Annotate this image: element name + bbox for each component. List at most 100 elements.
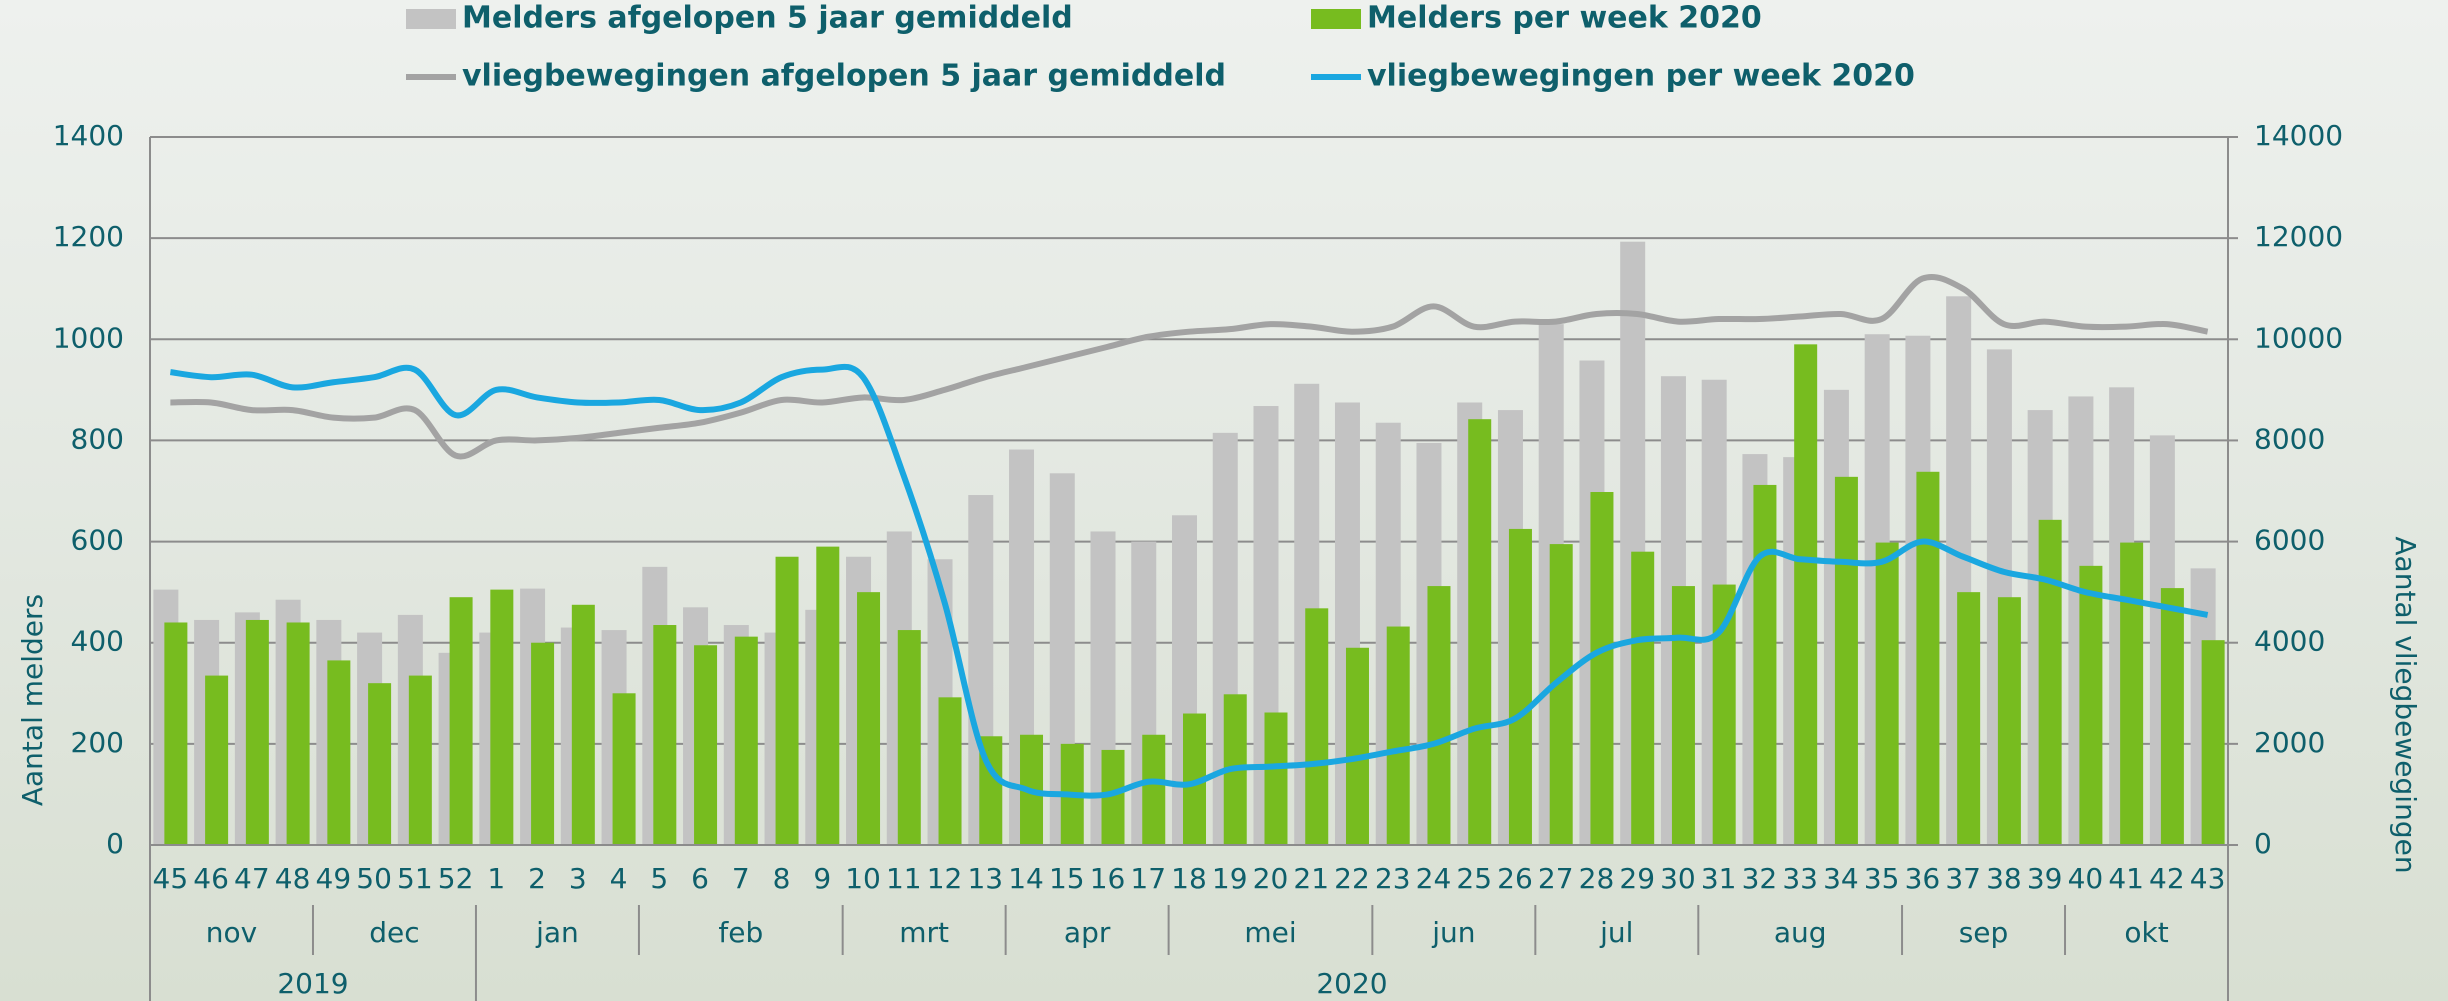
x-tick-label: 29 (1619, 862, 1655, 895)
x-tick-label: 33 (1782, 862, 1818, 895)
month-labels: mrt (899, 916, 949, 949)
bar (1916, 471, 1940, 845)
x-tick-label: 4 (610, 862, 628, 895)
x-tick-label: 30 (1660, 862, 1696, 895)
x-tick-label: 2 (528, 862, 546, 895)
y2-tick-label: 2000 (2254, 726, 2325, 759)
month-labels: sep (1959, 916, 2009, 949)
month-labels: dec (369, 916, 419, 949)
x-tick-label: 10 (845, 862, 881, 895)
month-labels: apr (1064, 916, 1111, 949)
x-tick-label: 39 (2027, 862, 2063, 895)
y2-axis-title: Aantal vliegbewegingen (2389, 536, 2422, 873)
x-tick-label: 22 (1334, 862, 1370, 895)
bar (816, 546, 840, 845)
bar (408, 675, 432, 845)
x-tick-label: 38 (1986, 862, 2022, 895)
bar (1427, 586, 1451, 845)
y2-tick-label: 8000 (2254, 422, 2325, 455)
x-tick-label: 32 (1742, 862, 1778, 895)
y-tick-label: 600 (71, 524, 124, 557)
x-tick-label: 20 (1253, 862, 1289, 895)
bar (1712, 584, 1736, 845)
x-tick-label: 48 (275, 862, 311, 895)
bar (1264, 712, 1288, 845)
bar (1631, 551, 1655, 845)
x-tick-label: 7 (732, 862, 750, 895)
bar (490, 589, 514, 845)
bar (1183, 713, 1206, 845)
bar (1508, 528, 1532, 845)
bar (2038, 519, 2062, 845)
legend-swatch (406, 9, 456, 29)
month-labels: aug (1774, 916, 1827, 949)
month-labels: mei (1244, 916, 1296, 949)
x-tick-label: 52 (438, 862, 474, 895)
x-tick-label: 25 (1456, 862, 1492, 895)
y-tick-label: 0 (106, 827, 124, 860)
x-tick-label: 47 (234, 862, 270, 895)
x-tick-label: 8 (773, 862, 791, 895)
x-tick-label: 3 (569, 862, 587, 895)
year-labels: 2020 (1316, 967, 1387, 1000)
bar (1549, 544, 1573, 845)
x-tick-label: 16 (1090, 862, 1126, 895)
bar (531, 642, 555, 845)
line (170, 273, 2209, 460)
bar (734, 636, 758, 845)
y-tick-label: 1400 (53, 119, 124, 152)
bar (1101, 749, 1125, 845)
y-axis-title: Aantal melders (16, 594, 49, 806)
x-tick-label: 15 (1049, 862, 1085, 895)
x-tick-label: 28 (1579, 862, 1615, 895)
x-tick-label: 1 (487, 862, 505, 895)
legend-text: Melders afgelopen 5 jaar gemiddeld (462, 1, 1073, 36)
bar (775, 556, 799, 845)
legend-text: vliegbewegingen per week 2020 (1367, 59, 1915, 94)
x-tick-label: 9 (813, 862, 831, 895)
x-tick-label: 40 (2068, 862, 2104, 895)
x-tick-label: 6 (691, 862, 709, 895)
bar (164, 622, 188, 845)
x-tick-label: 34 (1823, 862, 1859, 895)
bar (245, 619, 269, 845)
bar (1590, 492, 1614, 845)
x-tick-label: 14 (1008, 862, 1044, 895)
bar (1671, 586, 1695, 845)
x-tick-label: 46 (193, 862, 229, 895)
bar (286, 622, 310, 845)
x-tick-label: 5 (650, 862, 668, 895)
bar (1875, 542, 1899, 845)
x-tick-label: 42 (2149, 862, 2185, 895)
month-labels: nov (206, 916, 257, 949)
month-labels: jul (1599, 916, 1633, 949)
bar (612, 693, 636, 845)
bar (1794, 344, 1818, 845)
y2-tick-label: 14000 (2254, 119, 2343, 152)
x-tick-label: 19 (1212, 862, 1248, 895)
y2-tick-label: 4000 (2254, 625, 2325, 658)
bar (449, 597, 473, 845)
x-tick-label: 13 (967, 862, 1003, 895)
month-labels: jun (1431, 916, 1475, 949)
bar (1305, 608, 1329, 845)
bar (897, 630, 921, 845)
x-tick-label: 26 (1497, 862, 1533, 895)
y-tick-label: 1000 (53, 321, 124, 354)
month-labels: feb (718, 916, 763, 949)
x-tick-label: 37 (1945, 862, 1981, 895)
bar (1997, 597, 2021, 845)
x-tick-label: 43 (2190, 862, 2226, 895)
bar (2120, 542, 2144, 845)
bar (571, 604, 595, 845)
bar (368, 683, 392, 845)
x-tick-label: 35 (1864, 862, 1900, 895)
bar (1345, 647, 1369, 845)
x-tick-label: 18 (1171, 862, 1207, 895)
x-tick-label: 36 (1905, 862, 1941, 895)
x-tick-label: 51 (397, 862, 433, 895)
x-tick-label: 41 (2108, 862, 2144, 895)
year-labels: 2019 (277, 967, 348, 1000)
bar (694, 645, 718, 845)
